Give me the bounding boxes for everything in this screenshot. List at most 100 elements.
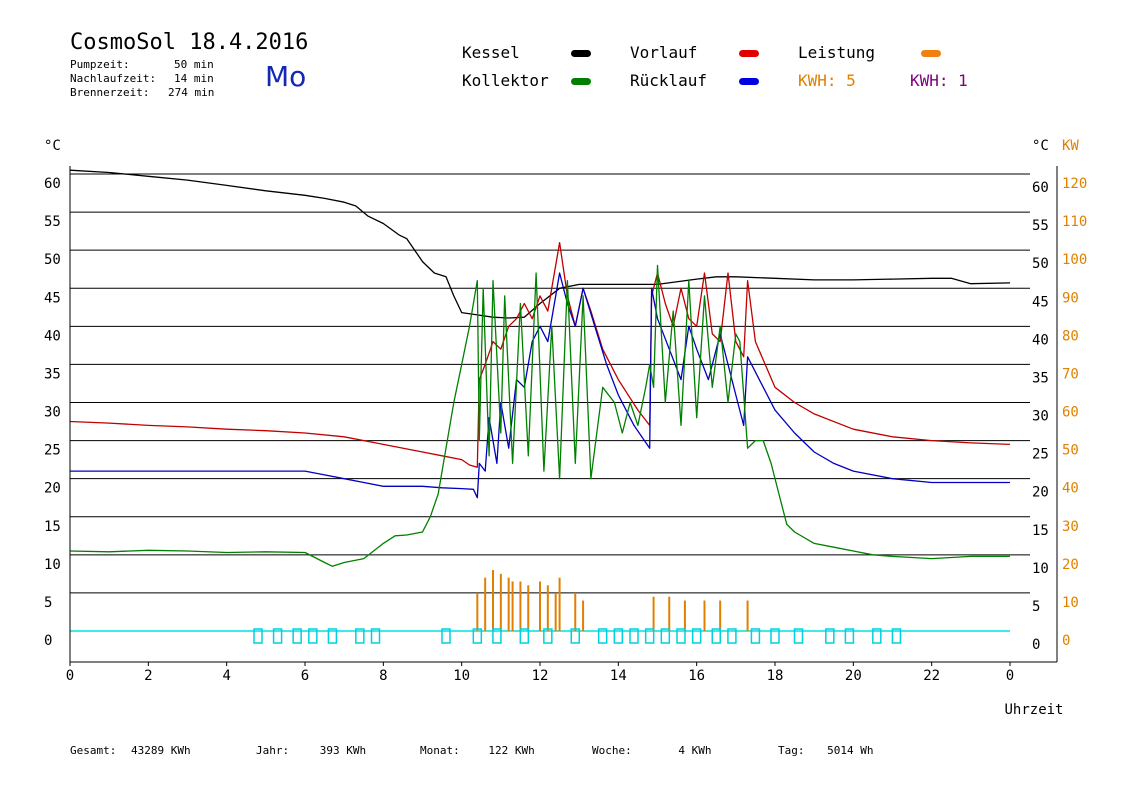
footer-woche: Woche: 4 KWh [592,744,712,757]
pump-mark-11 [543,628,553,644]
x-tick-7: 14 [610,668,627,684]
pump-mark-24 [793,628,804,644]
pump-mark-0 [253,628,263,644]
legend-kwh-total: KWH: 5 [798,71,856,90]
info-pumpzeit: Pumpzeit: 50 min [70,58,214,71]
y2-tick-70: 70 [1062,366,1079,382]
x-tick-6: 12 [532,668,549,684]
y-tick-left-30: 30 [44,405,61,421]
x-tick-0: 0 [66,668,74,684]
y2-tick-30: 30 [1062,519,1079,535]
y-tick-right-50: 50 [1032,256,1049,272]
pump-mark-27 [872,628,882,644]
legend-kwh-solar: KWH: 1 [910,71,968,90]
legend-kessel-swatch [571,50,591,57]
y-tick-left-5: 5 [44,595,52,611]
power-bar-9 [546,585,549,631]
y-tick-left-20: 20 [44,481,61,497]
y2-tick-90: 90 [1062,290,1079,306]
footer-gesamt: Gesamt: 43289 KWh [70,744,191,757]
pump-mark-18 [676,628,686,644]
y2-tick-20: 20 [1062,557,1079,573]
pump-mark-1 [272,628,283,644]
pump-mark-26 [844,628,855,644]
series-line-vorlauf [69,241,1011,468]
y-tick-right-40: 40 [1032,332,1049,348]
y-tick-left-35: 35 [44,366,61,382]
x-tick-5: 10 [453,668,470,684]
y-tick-left-25: 25 [44,443,61,459]
legend-leistung: Leistung [798,43,876,62]
x-tick-1: 2 [144,668,152,684]
x-tick-9: 18 [767,668,784,684]
power-bar-5 [511,581,514,631]
y-tick-left-60: 60 [44,176,61,192]
y-tick-right-55: 55 [1032,218,1049,234]
power-bar-17 [703,600,706,631]
pump-mark-22 [750,628,761,644]
series-line-kollektor [69,264,1010,567]
pump-mark-4 [327,628,338,644]
info-brennerzeit: Brennerzeit: 274 min [70,86,215,99]
y-axis-label-right: °C [1032,138,1049,154]
power-bar-14 [652,596,655,631]
pump-mark-6 [370,628,381,644]
footer-jahr: Jahr: 393 KWh [256,744,367,757]
y2-tick-50: 50 [1062,443,1079,459]
y-tick-left-45: 45 [44,290,61,306]
y2-tick-60: 60 [1062,405,1079,421]
pump-mark-14 [613,628,624,644]
power-bar-19 [746,600,749,631]
series-line-rcklauf [70,272,1010,499]
power-bar-7 [527,585,530,631]
power-bar-16 [683,600,686,631]
pump-mark-2 [292,628,302,644]
page-title: CosmoSol 18.4.2016 [70,30,309,55]
x-tick-4: 8 [379,668,387,684]
y-tick-left-50: 50 [44,252,61,268]
power-bar-12 [574,592,577,631]
legend-kollektor-swatch [571,78,591,85]
power-bar-13 [582,600,585,631]
x-tick-2: 4 [222,668,230,684]
y-tick-right-45: 45 [1032,294,1049,310]
y-tick-right-0: 0 [1032,637,1040,653]
y-tick-left-15: 15 [44,519,61,535]
power-bar-6 [519,581,522,631]
pump-mark-13 [597,628,608,644]
y-tick-right-25: 25 [1032,447,1049,463]
power-bar-18 [719,600,722,631]
power-bar-0 [476,592,479,631]
y-tick-right-5: 5 [1032,599,1040,615]
pump-mark-20 [711,628,721,644]
weekday-label: Mo [265,60,307,93]
power-bar-10 [554,592,557,631]
x-tick-12: 0 [1006,668,1014,684]
legend-ruecklauf-swatch [739,78,759,85]
y-tick-right-10: 10 [1032,561,1049,577]
legend-ruecklauf: Rücklauf [630,71,708,90]
pump-mark-17 [660,628,671,644]
y-tick-left-0: 0 [44,633,52,649]
y2-tick-100: 100 [1062,252,1087,268]
y2-tick-110: 110 [1062,214,1087,230]
x-tick-10: 20 [845,668,862,684]
info-nachlaufzeit: Nachlaufzeit: 14 min [70,72,214,85]
y-axis-label-left: °C [44,138,61,154]
pump-mark-7 [441,628,451,644]
y-tick-right-60: 60 [1032,180,1049,196]
legend-kessel: Kessel [462,43,520,62]
pump-mark-9 [492,628,502,644]
pump-mark-15 [629,628,639,644]
pump-mark-10 [519,628,530,644]
power-bar-8 [539,581,541,631]
legend-vorlauf-swatch [739,50,759,57]
legend-leistung-swatch [921,50,941,57]
pump-mark-25 [825,628,835,644]
legend-vorlauf: Vorlauf [630,43,698,62]
power-bar-2 [492,570,494,631]
pump-mark-19 [691,628,702,644]
y2-tick-80: 80 [1062,328,1079,344]
y-tick-right-15: 15 [1032,523,1049,539]
